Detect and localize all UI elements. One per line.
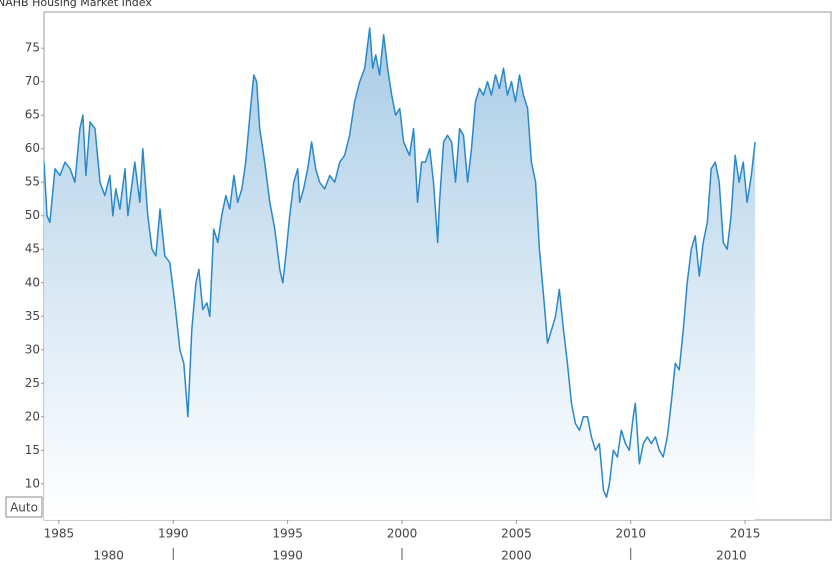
area: [44, 28, 756, 520]
auto-button-label[interactable]: Auto: [10, 501, 38, 515]
y-tick-label: 65: [25, 108, 40, 122]
y-tick-label: 20: [25, 409, 40, 423]
x-tick-label: 2015: [730, 527, 761, 541]
x-tick-label: 1990: [158, 527, 189, 541]
x-tick-label: 1995: [272, 527, 303, 541]
y-tick-label: 75: [25, 41, 40, 55]
decade-label: 2000: [501, 549, 532, 563]
decade-label: 2010: [716, 549, 747, 563]
y-tick-label: 10: [25, 476, 40, 490]
y-tick-label: 60: [25, 141, 40, 155]
y-tick-label: 40: [25, 275, 40, 289]
y-tick-label: 15: [25, 443, 40, 457]
x-tick-label: 1985: [44, 527, 75, 541]
x-tick-label: 2005: [501, 527, 532, 541]
y-tick-label: 35: [25, 309, 40, 323]
y-tick-label: 45: [25, 242, 40, 256]
auto-button-box[interactable]: [5, 496, 43, 518]
auto-button[interactable]: Auto: [5, 496, 43, 518]
y-tick-label: 25: [25, 376, 40, 390]
decade-label: 1990: [272, 549, 303, 563]
x-tick-label: 2010: [615, 527, 646, 541]
y-tick-label: 55: [25, 175, 40, 189]
plot-area: [44, 27, 756, 520]
y-tick-label: 50: [25, 208, 40, 222]
y-tick-label: 30: [25, 342, 40, 356]
y-tick-label: 70: [25, 74, 40, 88]
decade-label: 1980: [93, 549, 124, 563]
chart-title: NAHB Housing Market Index: [0, 0, 152, 9]
line: [44, 27, 756, 498]
x-tick-label: 2000: [387, 527, 418, 541]
